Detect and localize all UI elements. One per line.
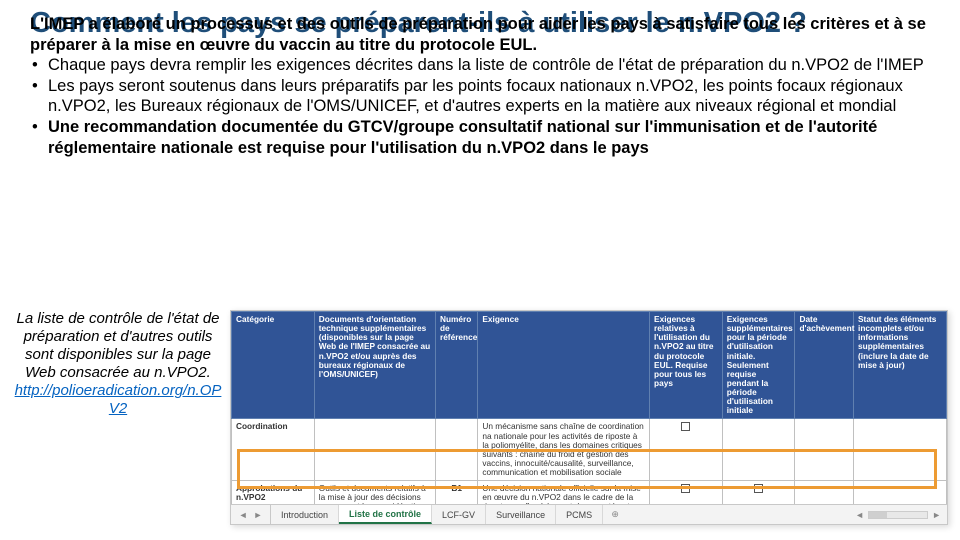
cell-req: Un mécanisme sans chaîne de coordination… — [478, 419, 650, 481]
bullet-item: Les pays seront soutenus dans leurs prép… — [30, 76, 942, 117]
tab-nav[interactable]: ◄ ► — [231, 505, 271, 524]
scroll-right-icon[interactable]: ► — [932, 510, 941, 520]
col-header: Numéro de référence — [435, 312, 477, 419]
intro-bold: L'IMEP a élaboré un processus et des out… — [30, 15, 926, 54]
chevron-right-icon[interactable]: ► — [254, 510, 263, 520]
cell-ref — [435, 419, 477, 481]
cell-doc — [314, 419, 435, 481]
cell-eul — [650, 419, 723, 481]
col-header: Date d'achèvement — [795, 312, 854, 419]
checkbox-icon — [754, 484, 763, 493]
checkbox-icon — [681, 422, 690, 431]
col-header: Catégorie — [232, 312, 315, 419]
lower-section: La liste de contrôle de l'état de prépar… — [0, 310, 960, 540]
sidenote-link[interactable]: http://polioeradication.org/n.OPV2 — [15, 382, 222, 417]
spreadsheet-preview: Catégorie Documents d'orientation techni… — [230, 310, 948, 525]
cell-date — [795, 419, 854, 481]
tab-surveillance[interactable]: Surveillance — [486, 505, 556, 524]
tab-lcf-gv[interactable]: LCF-GV — [432, 505, 486, 524]
add-sheet-icon[interactable]: ⊕ — [603, 505, 627, 524]
bullet-text-bold: Une recommandation documentée du GTCV/gr… — [48, 118, 877, 157]
col-header: Exigences relatives à l'utilisation du n… — [650, 312, 723, 419]
table-row: Coordination Un mécanisme sans chaîne de… — [232, 419, 947, 481]
cell-status — [854, 419, 947, 481]
scroll-track[interactable] — [868, 511, 928, 519]
scroll-thumb[interactable] — [869, 512, 887, 518]
scroll-left-icon[interactable]: ◄ — [855, 510, 864, 520]
col-header: Exigences supplémentaires pour la périod… — [722, 312, 795, 419]
table-header-row: Catégorie Documents d'orientation techni… — [232, 312, 947, 419]
horizontal-scrollbar[interactable]: ◄ ► — [849, 505, 947, 524]
sidenote: La liste de contrôle de l'état de prépar… — [0, 310, 230, 540]
chevron-left-icon[interactable]: ◄ — [239, 510, 248, 520]
sheet-tabstrip: ◄ ► Introduction Liste de contrôle LCF-G… — [231, 504, 947, 524]
cell-init — [722, 419, 795, 481]
cell-category: Coordination — [232, 419, 315, 481]
bullet-item: Chaque pays devra remplir les exigences … — [30, 55, 942, 76]
checkbox-icon — [681, 484, 690, 493]
tab-introduction[interactable]: Introduction — [271, 505, 339, 524]
bullet-text: Chaque pays devra remplir les exigences … — [48, 56, 924, 74]
col-header: Documents d'orientation technique supplé… — [314, 312, 435, 419]
tab-liste-controle[interactable]: Liste de contrôle — [339, 505, 432, 524]
tab-pcms[interactable]: PCMS — [556, 505, 603, 524]
col-header: Statut des éléments incomplets et/ou inf… — [854, 312, 947, 419]
bullet-text: Les pays seront soutenus dans leurs prép… — [48, 77, 903, 116]
bullet-list: Chaque pays devra remplir les exigences … — [0, 55, 960, 158]
col-header: Exigence — [478, 312, 650, 419]
intro-paragraph: L'IMEP a élaboré un processus et des out… — [0, 14, 960, 55]
checklist-table: Catégorie Documents d'orientation techni… — [231, 311, 947, 525]
sidenote-text: La liste de contrôle de l'état de prépar… — [17, 310, 220, 381]
bullet-item: Une recommandation documentée du GTCV/gr… — [30, 117, 942, 158]
